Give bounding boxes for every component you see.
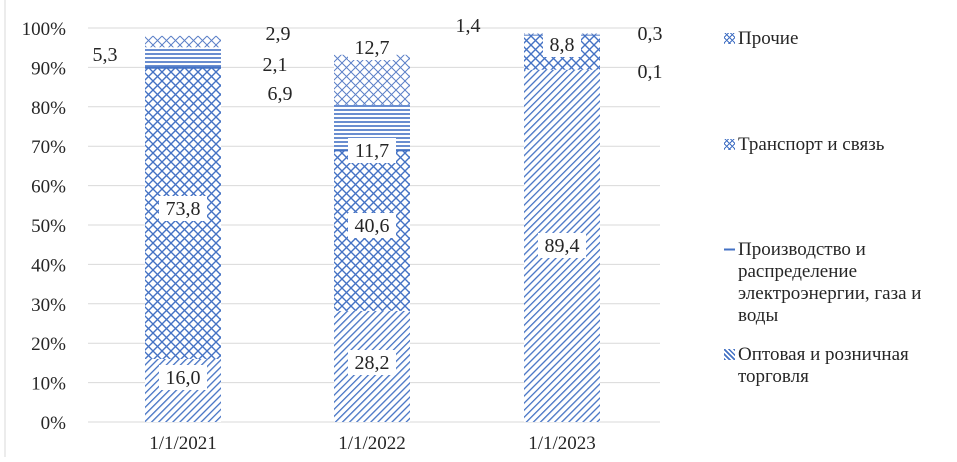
data-label-bg [543, 32, 581, 57]
legend-item-prochie: Прочие [724, 28, 798, 50]
legend-label-transport: Транспорт и связь [738, 134, 885, 155]
y-tick-label: 0% [41, 413, 67, 434]
x-tick-label: 1/1/2023 [528, 433, 596, 454]
data-label-extra: 1,4 [456, 15, 481, 37]
legend-swatch-trade [724, 349, 735, 360]
data-labels: 16,0 73,8 5,3 2,9 28,2 40,6 11,7 12,7 89,4 8,8 0,1… [93, 15, 663, 390]
y-tick-label: 60% [31, 177, 66, 198]
legend-item-trade: Оптовая и розничная торговля [724, 344, 949, 388]
y-tick-label: 100% [22, 19, 67, 40]
y-tick-label: 40% [31, 255, 66, 276]
data-label: 73,8 [166, 198, 201, 220]
y-tick-label: 30% [31, 295, 66, 316]
data-label: 12,7 [355, 37, 390, 59]
data-label: 40,6 [355, 215, 390, 237]
x-tick-label: 1/1/2022 [338, 433, 406, 454]
y-tick-label: 20% [31, 334, 66, 355]
data-label-bg [348, 350, 396, 375]
data-label-bg [538, 233, 586, 258]
data-label-bg [348, 35, 396, 60]
data-label-extra: 6,9 [268, 83, 293, 105]
y-tick-label: 50% [31, 216, 66, 237]
legend-label-trade: Оптовая и розничная торговля [738, 344, 909, 387]
data-label: 89,4 [545, 235, 580, 257]
data-label: 11,7 [355, 140, 389, 162]
y-tick-label: 10% [31, 374, 66, 395]
y-tick-label: 70% [31, 137, 66, 158]
legend-label-energy: Производство и распределение электроэнер… [738, 239, 922, 326]
data-label-bg [159, 196, 207, 221]
legend-item-transport: Транспорт и связь [724, 134, 884, 156]
data-label-extra: 2,1 [263, 54, 288, 76]
data-label: 2,9 [266, 23, 291, 45]
data-label-bg [348, 213, 396, 238]
data-label: 0,1 [638, 61, 663, 83]
legend-swatch-energy [724, 244, 735, 255]
legend-swatch-prochie [724, 33, 735, 44]
data-label: 28,2 [355, 352, 390, 374]
x-tick-label: 1/1/2021 [149, 433, 217, 454]
y-tick-label: 80% [31, 98, 66, 119]
data-label: 16,0 [166, 367, 201, 389]
data-label-bg [159, 365, 207, 390]
legend-item-energy: Производство и распределение электроэнер… [724, 239, 954, 327]
legend-label-prochie: Прочие [738, 28, 799, 49]
legend: Прочие Транспорт и связь Производство и … [724, 0, 957, 457]
data-label: 8,8 [550, 34, 575, 56]
data-label-bg [348, 138, 396, 163]
axes: 0% 10% 20% 30% 40% 50% 60% 70% 80% 90% 100% 1/1/202… [4, 0, 596, 457]
data-label: 0,3 [638, 23, 663, 45]
bar-segment [145, 47, 221, 69]
data-label: 5,3 [93, 44, 118, 66]
bar-segment [145, 35, 221, 48]
legend-swatch-transport [724, 139, 735, 150]
y-tick-label: 90% [31, 58, 66, 79]
chart-plot: 16,0 73,8 5,3 2,9 28,2 40,6 11,7 12,7 89,4 8,8 0,1… [4, 0, 663, 457]
bar-segment [334, 54, 410, 105]
